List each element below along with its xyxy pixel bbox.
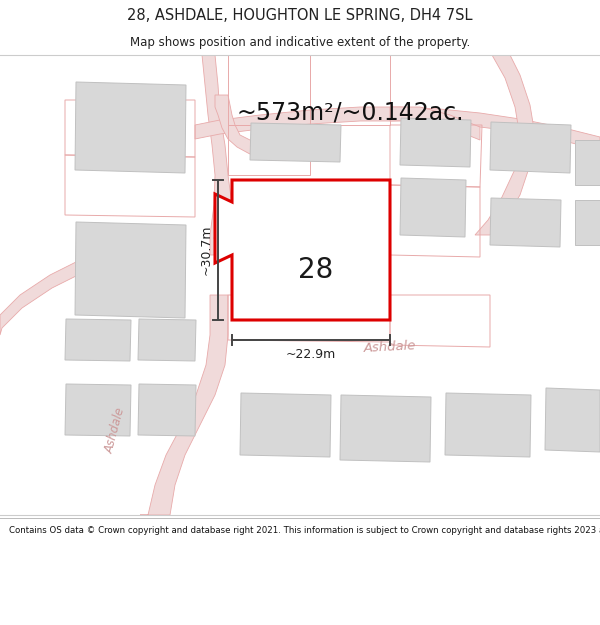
Polygon shape bbox=[445, 393, 531, 457]
Polygon shape bbox=[250, 123, 341, 162]
Polygon shape bbox=[575, 140, 600, 185]
Polygon shape bbox=[390, 107, 480, 140]
Polygon shape bbox=[575, 200, 600, 245]
Text: ~573m²/~0.142ac.: ~573m²/~0.142ac. bbox=[236, 101, 464, 125]
Polygon shape bbox=[240, 393, 331, 457]
Text: ~22.9m: ~22.9m bbox=[286, 348, 336, 361]
Polygon shape bbox=[140, 295, 228, 515]
Polygon shape bbox=[400, 118, 471, 167]
Text: Ashdale: Ashdale bbox=[215, 206, 229, 254]
Polygon shape bbox=[340, 395, 431, 462]
Polygon shape bbox=[490, 122, 571, 173]
Polygon shape bbox=[490, 198, 561, 247]
Polygon shape bbox=[475, 55, 535, 235]
Polygon shape bbox=[138, 319, 196, 361]
Text: Contains OS data © Crown copyright and database right 2021. This information is : Contains OS data © Crown copyright and d… bbox=[9, 526, 600, 535]
Polygon shape bbox=[75, 222, 186, 318]
Polygon shape bbox=[65, 384, 131, 436]
Text: 28: 28 bbox=[298, 256, 334, 284]
Polygon shape bbox=[400, 178, 466, 237]
Text: Map shows position and indicative extent of the property.: Map shows position and indicative extent… bbox=[130, 36, 470, 49]
Polygon shape bbox=[75, 82, 186, 173]
Polygon shape bbox=[138, 384, 196, 436]
Polygon shape bbox=[195, 55, 232, 255]
Polygon shape bbox=[195, 107, 600, 150]
Polygon shape bbox=[232, 205, 390, 275]
Text: 28, ASHDALE, HOUGHTON LE SPRING, DH4 7SL: 28, ASHDALE, HOUGHTON LE SPRING, DH4 7SL bbox=[127, 8, 473, 23]
Polygon shape bbox=[65, 319, 131, 361]
Polygon shape bbox=[545, 388, 600, 452]
Text: Ashdale: Ashdale bbox=[103, 406, 127, 454]
Polygon shape bbox=[215, 95, 310, 160]
Polygon shape bbox=[215, 180, 390, 320]
Text: ~30.7m: ~30.7m bbox=[200, 225, 213, 275]
Text: Ashdale: Ashdale bbox=[364, 339, 416, 355]
Polygon shape bbox=[0, 245, 182, 335]
